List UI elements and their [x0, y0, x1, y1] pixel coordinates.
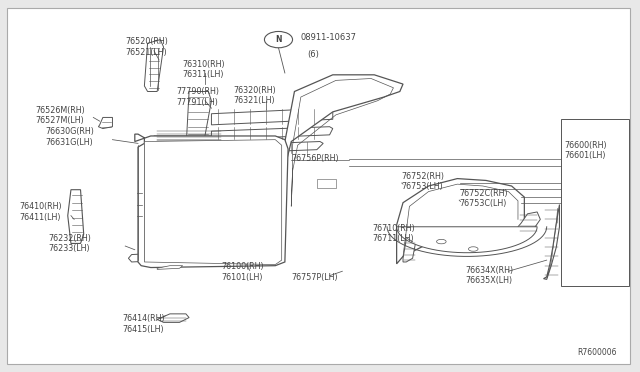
- Polygon shape: [68, 190, 84, 243]
- Text: 76526M(RH)
76527M(LH): 76526M(RH) 76527M(LH): [36, 106, 86, 125]
- Text: 76600(RH)
76601(LH): 76600(RH) 76601(LH): [564, 141, 607, 160]
- Polygon shape: [135, 134, 288, 267]
- Polygon shape: [282, 75, 403, 210]
- Text: N: N: [275, 35, 282, 44]
- Polygon shape: [129, 251, 208, 262]
- Polygon shape: [154, 145, 224, 153]
- Polygon shape: [157, 314, 189, 323]
- Polygon shape: [218, 141, 323, 153]
- Polygon shape: [543, 205, 559, 279]
- Text: 76752C(RH)
76753C(LH): 76752C(RH) 76753C(LH): [460, 189, 508, 208]
- Text: 76757P(LH): 76757P(LH): [291, 273, 338, 282]
- Text: 76752(RH)
76753(LH): 76752(RH) 76753(LH): [402, 172, 445, 191]
- Polygon shape: [157, 266, 182, 269]
- Text: 76756P(RH): 76756P(RH): [291, 154, 339, 163]
- Text: R7600006: R7600006: [577, 348, 617, 357]
- Text: 76520(RH)
76521(LH): 76520(RH) 76521(LH): [125, 37, 168, 57]
- Text: 76634X(RH)
76635X(LH): 76634X(RH) 76635X(LH): [466, 266, 514, 285]
- Polygon shape: [317, 179, 336, 188]
- Text: (6): (6): [308, 50, 319, 59]
- Ellipse shape: [468, 247, 478, 251]
- Text: 76410(RH)
76411(LH): 76410(RH) 76411(LH): [20, 202, 63, 222]
- Polygon shape: [186, 92, 211, 153]
- Text: 08911-10637: 08911-10637: [301, 33, 357, 42]
- Polygon shape: [211, 108, 333, 125]
- Polygon shape: [154, 153, 224, 162]
- Text: 76320(RH)
76321(LH): 76320(RH) 76321(LH): [234, 86, 276, 105]
- Polygon shape: [145, 39, 164, 92]
- Text: 76630G(RH)
76631G(LH): 76630G(RH) 76631G(LH): [45, 127, 94, 147]
- Circle shape: [264, 32, 292, 48]
- Text: 76710(RH)
76711(LH): 76710(RH) 76711(LH): [372, 224, 415, 243]
- Polygon shape: [99, 118, 113, 129]
- Polygon shape: [397, 179, 524, 264]
- Text: 76100(RH)
76101(LH): 76100(RH) 76101(LH): [221, 262, 264, 282]
- Polygon shape: [145, 140, 282, 264]
- Polygon shape: [211, 127, 333, 140]
- FancyBboxPatch shape: [7, 8, 630, 364]
- Text: 76310(RH)
76311(LH): 76310(RH) 76311(LH): [182, 60, 225, 79]
- Ellipse shape: [436, 239, 446, 244]
- Polygon shape: [397, 227, 537, 253]
- Polygon shape: [518, 212, 540, 232]
- Text: 76232(RH)
76233(LH): 76232(RH) 76233(LH): [49, 234, 92, 253]
- Polygon shape: [154, 136, 224, 143]
- Text: 77790(RH)
77791(LH): 77790(RH) 77791(LH): [176, 87, 220, 107]
- Text: 76414(RH)
76415(LH): 76414(RH) 76415(LH): [122, 314, 164, 334]
- Polygon shape: [403, 236, 416, 262]
- Bar: [561, 119, 629, 286]
